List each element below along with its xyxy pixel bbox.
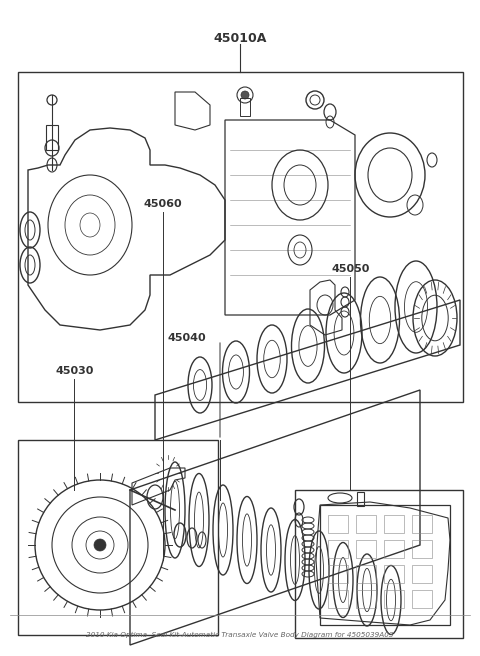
Bar [356, 515, 376, 533]
Bar [240, 98, 250, 116]
Bar [384, 540, 404, 558]
Bar [412, 515, 432, 533]
Bar [320, 505, 450, 625]
Text: 45010A: 45010A [213, 31, 267, 45]
Ellipse shape [94, 539, 106, 551]
Bar [328, 590, 348, 608]
Bar [357, 492, 364, 506]
Bar [356, 540, 376, 558]
Bar [384, 590, 404, 608]
Bar [18, 72, 463, 402]
Bar [356, 590, 376, 608]
Ellipse shape [241, 91, 249, 99]
Bar [18, 440, 218, 635]
Bar [46, 125, 58, 150]
Bar [295, 490, 463, 638]
Text: 2010 Kia Optima  Seal Kit-Automatic Transaxle Valve Body Diagram for 4505039A03: 2010 Kia Optima Seal Kit-Automatic Trans… [86, 632, 394, 638]
Bar [384, 565, 404, 583]
Text: 45050: 45050 [331, 264, 370, 274]
Bar [412, 540, 432, 558]
Bar [328, 515, 348, 533]
Bar [328, 565, 348, 583]
Bar [356, 565, 376, 583]
Bar [384, 515, 404, 533]
Text: 45060: 45060 [144, 199, 182, 209]
Bar [412, 565, 432, 583]
Bar [328, 540, 348, 558]
Text: 45040: 45040 [168, 333, 206, 343]
Text: 45030: 45030 [55, 365, 94, 376]
Bar [412, 590, 432, 608]
